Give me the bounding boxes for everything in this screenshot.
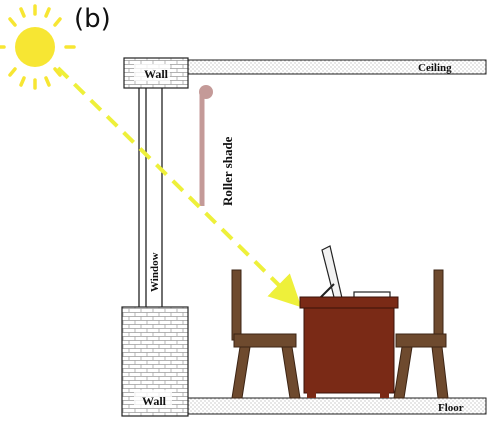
chair-left [231, 269, 301, 399]
roller-shade [199, 85, 213, 206]
wall-bottom-label: Wall [142, 394, 167, 408]
ceiling-label: Ceiling [418, 62, 452, 74]
laptop [317, 245, 343, 302]
sun-ray-arrow [56, 66, 302, 308]
sun-icon [0, 4, 76, 90]
panel-label: (b) [74, 4, 111, 34]
window [138, 88, 163, 307]
window-label: Window [149, 252, 161, 292]
roller-shade-label: Roller shade [220, 136, 235, 206]
desk [299, 296, 399, 398]
floor-label: Floor [438, 402, 464, 414]
wall-top-label: Wall [144, 67, 169, 81]
chair-right [393, 269, 449, 399]
